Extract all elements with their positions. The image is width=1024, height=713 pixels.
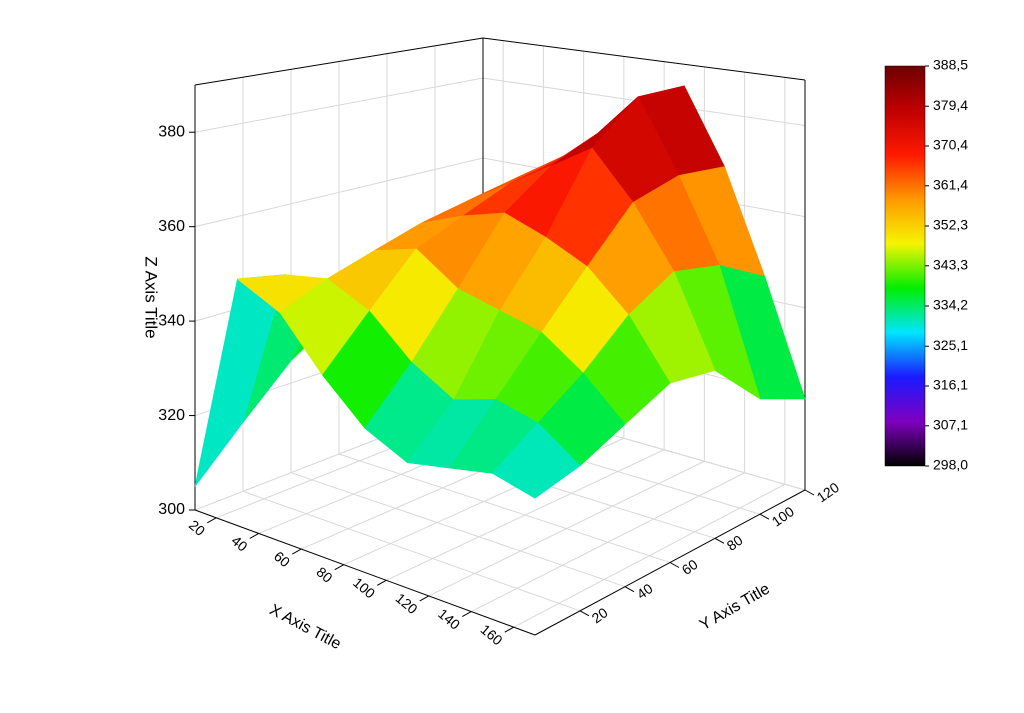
y-tick	[669, 562, 680, 568]
x-tick	[207, 517, 217, 524]
y-tick-label: 20	[589, 604, 611, 626]
y-tick-label: 60	[679, 556, 701, 578]
y-tick-label: 40	[634, 580, 656, 602]
colorbar-tick-label: 352,3	[933, 217, 968, 233]
x-tick	[292, 548, 302, 555]
x-tick-label: 40	[229, 532, 251, 554]
z-tick-label: 360	[158, 218, 185, 235]
x-tick	[504, 626, 514, 633]
x-tick	[334, 564, 344, 571]
x-tick-label: 140	[435, 605, 463, 632]
grid-line	[194, 157, 484, 228]
grid-line	[290, 472, 626, 588]
colorbar-tick-label: 307,1	[933, 416, 968, 432]
colorbar-tick-label: 343,3	[933, 256, 968, 272]
y-axis-title: Y Axis Title	[697, 580, 773, 634]
grid-line	[338, 453, 671, 563]
x-tick-label: 80	[314, 564, 336, 586]
x-tick-label: 20	[186, 517, 208, 539]
x-axis-title: X Axis Title	[267, 601, 344, 653]
x-tick	[377, 579, 387, 586]
colorbar-tick-label: 379,4	[933, 97, 968, 113]
axis-line	[194, 509, 536, 636]
colorbar-tick-label: 325,1	[933, 337, 968, 353]
surface-patch	[491, 422, 581, 499]
colorbar-tick-label: 370,4	[933, 137, 968, 153]
z-tick-label: 340	[158, 312, 185, 329]
axis-line	[194, 37, 484, 86]
y-tick-label: 80	[724, 532, 746, 554]
z-tick-label: 380	[158, 123, 185, 140]
colorbar-tick-label: 316,1	[933, 377, 968, 393]
y-tick	[579, 610, 590, 617]
x-tick-label: 60	[271, 548, 293, 570]
colorbar-tick-label: 334,2	[933, 297, 968, 313]
y-tick	[759, 513, 770, 520]
x-tick	[249, 533, 259, 539]
x-tick	[419, 595, 429, 602]
x-tick-label: 120	[393, 590, 421, 617]
z-axis-title: Z Axis Title	[142, 256, 161, 338]
z-tick-label: 320	[158, 407, 185, 424]
colorbar-tick-label: 361,4	[933, 176, 968, 192]
colorbar-tick-label: 298,0	[933, 457, 968, 473]
axis-line	[482, 37, 806, 81]
x-tick	[462, 611, 472, 617]
grid-line	[242, 490, 581, 612]
x-tick-label: 160	[478, 621, 506, 648]
y-tick	[714, 537, 725, 544]
y-tick	[624, 586, 635, 593]
colorbar	[884, 65, 926, 467]
y-tick-label: 120	[814, 479, 842, 506]
grid-line	[194, 77, 484, 133]
y-tick	[804, 489, 815, 496]
x-tick-label: 100	[350, 574, 378, 601]
colorbar-tick-label: 388,5	[933, 57, 968, 73]
z-tick-label: 300	[158, 501, 185, 518]
